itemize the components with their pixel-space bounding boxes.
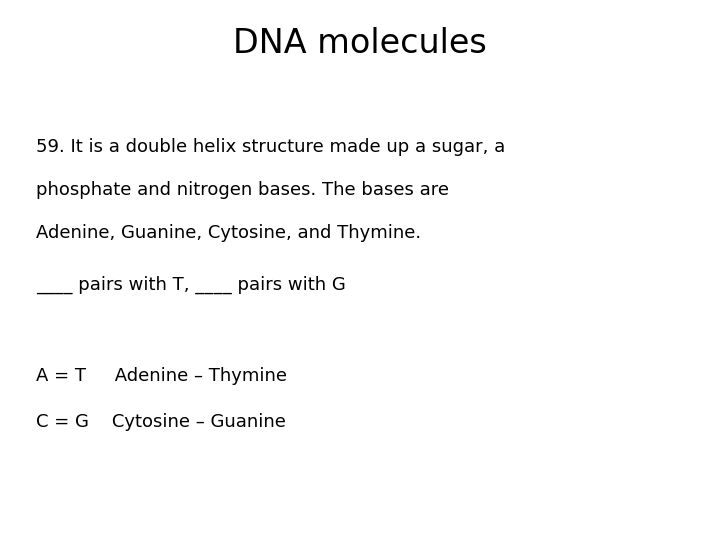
Text: 59. It is a double helix structure made up a sugar, a: 59. It is a double helix structure made …: [36, 138, 505, 156]
Text: DNA molecules: DNA molecules: [233, 27, 487, 60]
Text: ____ pairs with T, ____ pairs with G: ____ pairs with T, ____ pairs with G: [36, 275, 346, 294]
Text: Adenine, Guanine, Cytosine, and Thymine.: Adenine, Guanine, Cytosine, and Thymine.: [36, 224, 421, 242]
Text: C = G    Cytosine – Guanine: C = G Cytosine – Guanine: [36, 413, 286, 431]
Text: phosphate and nitrogen bases. The bases are: phosphate and nitrogen bases. The bases …: [36, 181, 449, 199]
Text: A = T     Adenine – Thymine: A = T Adenine – Thymine: [36, 367, 287, 385]
